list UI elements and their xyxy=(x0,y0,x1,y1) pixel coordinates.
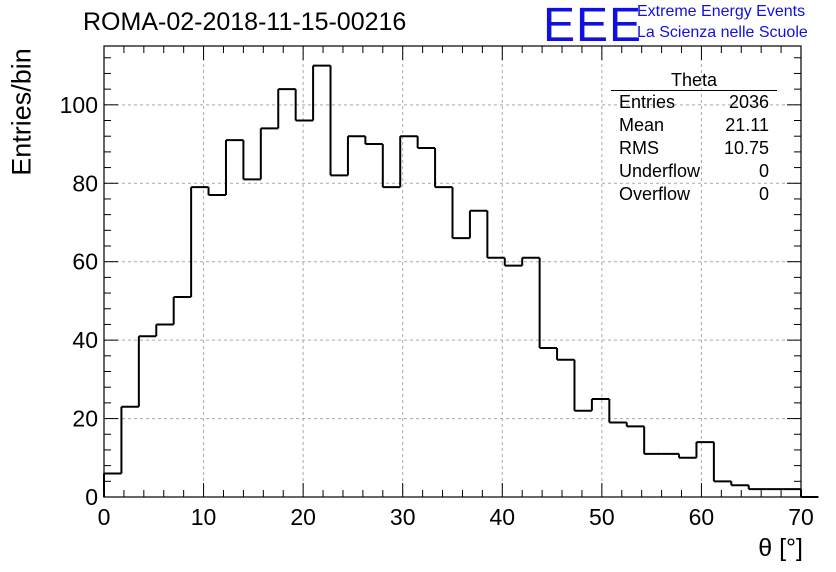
x-tick-label: 40 xyxy=(489,504,515,530)
stats-row-rms: RMS 10.75 xyxy=(611,137,777,160)
y-tick-label: 0 xyxy=(85,484,98,510)
stats-row-overflow: Overflow 0 xyxy=(611,183,777,206)
plot-title: ROMA-02-2018-11-15-00216 xyxy=(83,8,407,36)
histogram-series xyxy=(103,64,819,498)
y-tick-label: 40 xyxy=(72,327,98,353)
stats-label: Underflow xyxy=(619,161,701,181)
y-tick-label: 80 xyxy=(72,170,98,196)
logo-tagline-1: Extreme Energy Events xyxy=(637,3,806,20)
eee-logo: EEE xyxy=(543,0,643,52)
axes-frame xyxy=(103,45,802,498)
x-tick-label: 50 xyxy=(589,504,615,530)
stats-value: 2036 xyxy=(728,92,769,112)
stats-value: 0 xyxy=(758,184,769,204)
tick-labels: 0 10 20 30 40 50 60 70 0 20 40 60 80 100 xyxy=(60,92,814,530)
stats-value: 21.11 xyxy=(725,115,769,135)
grid-lines xyxy=(104,46,801,497)
stats-row-mean: Mean 21.11 xyxy=(611,114,777,137)
logo-tagline-2: La Scienza nelle Scuole xyxy=(637,24,808,41)
stats-label: Entries xyxy=(619,92,676,112)
x-tick-label: 20 xyxy=(290,504,316,530)
x-tick-label: 70 xyxy=(788,504,814,530)
stats-label: RMS xyxy=(619,138,659,158)
stats-box: Theta Entries 2036 Mean 21.11 RMS 10.75 … xyxy=(611,70,777,206)
stats-value: 10.75 xyxy=(723,138,769,158)
x-tick-label: 30 xyxy=(390,504,416,530)
y-tick-label: 20 xyxy=(72,406,98,432)
stats-row-underflow: Underflow 0 xyxy=(611,160,777,183)
stats-value: 0 xyxy=(758,161,769,181)
x-tick-label: 60 xyxy=(689,504,715,530)
x-tick-label: 0 xyxy=(98,504,111,530)
y-tick-label: 60 xyxy=(72,249,98,275)
x-tick-label: 10 xyxy=(191,504,217,530)
plot-frame xyxy=(103,45,802,498)
stats-label: Overflow xyxy=(619,184,691,204)
y-axis-label: Entries/bin xyxy=(6,48,37,176)
x-axis-label: θ [°] xyxy=(758,534,803,562)
stats-label: Mean xyxy=(619,115,665,135)
stats-title: Theta xyxy=(611,70,777,91)
stats-row-entries: Entries 2036 xyxy=(611,91,777,114)
y-tick-label: 100 xyxy=(60,92,98,118)
